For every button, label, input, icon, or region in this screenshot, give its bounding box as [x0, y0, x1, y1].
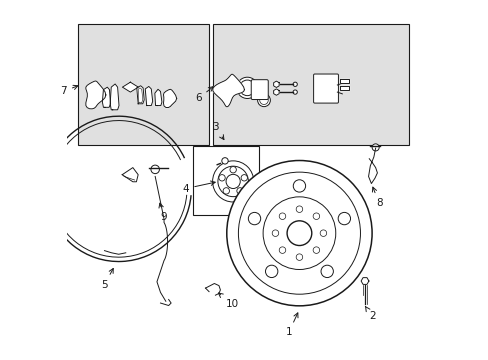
Polygon shape: [110, 84, 119, 110]
Circle shape: [223, 188, 229, 194]
Text: 8: 8: [372, 187, 382, 208]
Circle shape: [238, 172, 360, 294]
Circle shape: [241, 175, 247, 181]
Text: 6: 6: [195, 87, 213, 103]
FancyBboxPatch shape: [251, 80, 268, 100]
Circle shape: [272, 230, 278, 237]
Circle shape: [151, 165, 159, 174]
Polygon shape: [212, 74, 244, 107]
Polygon shape: [340, 78, 348, 83]
Text: 4: 4: [183, 181, 215, 194]
Text: 1: 1: [285, 313, 297, 337]
Bar: [78, 24, 209, 145]
Polygon shape: [273, 89, 279, 95]
Circle shape: [219, 175, 225, 181]
Polygon shape: [360, 278, 368, 284]
Text: 5: 5: [101, 269, 113, 289]
Polygon shape: [137, 86, 144, 104]
Circle shape: [138, 94, 142, 98]
Circle shape: [296, 254, 302, 260]
Circle shape: [236, 188, 243, 194]
Circle shape: [248, 212, 260, 225]
Circle shape: [312, 247, 319, 253]
Text: 2: 2: [365, 306, 375, 321]
Polygon shape: [86, 81, 105, 109]
Circle shape: [112, 96, 116, 100]
Circle shape: [263, 197, 335, 270]
Polygon shape: [340, 86, 348, 90]
Text: 10: 10: [218, 293, 238, 309]
Circle shape: [326, 89, 333, 96]
Polygon shape: [102, 87, 110, 107]
Circle shape: [293, 180, 305, 192]
Circle shape: [225, 174, 240, 189]
Circle shape: [292, 90, 297, 94]
Circle shape: [254, 84, 265, 95]
Circle shape: [224, 85, 232, 94]
Circle shape: [296, 206, 302, 212]
Circle shape: [226, 161, 371, 306]
Circle shape: [279, 247, 285, 253]
Circle shape: [312, 213, 319, 220]
Circle shape: [320, 230, 326, 237]
Polygon shape: [155, 89, 162, 105]
Circle shape: [265, 265, 277, 278]
Circle shape: [236, 77, 258, 99]
Polygon shape: [273, 81, 279, 87]
Text: 7: 7: [61, 85, 78, 96]
Circle shape: [320, 265, 333, 278]
Circle shape: [259, 96, 268, 104]
Bar: [212, 24, 408, 145]
FancyBboxPatch shape: [313, 74, 338, 103]
Polygon shape: [122, 82, 138, 92]
Circle shape: [279, 213, 285, 220]
Circle shape: [286, 221, 311, 246]
Polygon shape: [163, 89, 176, 108]
Polygon shape: [145, 86, 152, 105]
Circle shape: [239, 80, 255, 96]
Bar: [193, 146, 258, 215]
Circle shape: [257, 94, 270, 107]
Circle shape: [371, 144, 378, 151]
Circle shape: [318, 81, 325, 88]
Text: 3: 3: [212, 122, 224, 140]
Circle shape: [218, 166, 248, 197]
Circle shape: [212, 161, 253, 202]
Text: 9: 9: [159, 203, 167, 222]
Circle shape: [222, 158, 228, 164]
Circle shape: [292, 82, 297, 86]
Circle shape: [338, 212, 350, 225]
Circle shape: [229, 167, 236, 173]
